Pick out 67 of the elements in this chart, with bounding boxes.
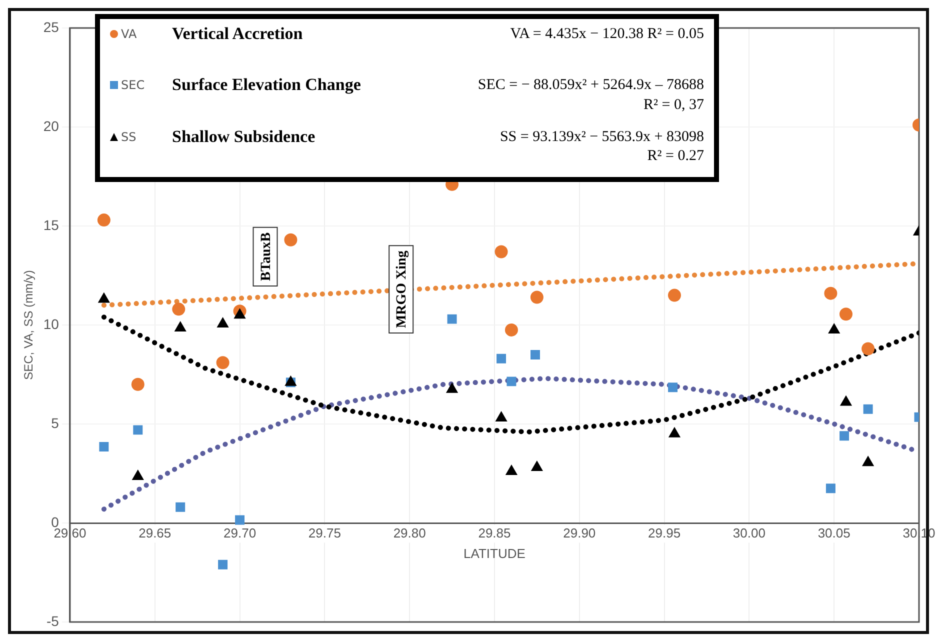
point xyxy=(131,378,144,391)
point xyxy=(284,233,298,246)
point xyxy=(506,376,516,386)
annotation: SEC = − 88.059x² + 5264.9x – 78688 R² = 0, 37 xyxy=(476,76,704,115)
point xyxy=(216,356,230,370)
annotation: BTauxB xyxy=(258,232,274,281)
x-tick-label: 29.90 xyxy=(563,525,596,540)
point xyxy=(99,442,109,452)
x-tick-label: 29.95 xyxy=(648,525,681,540)
legend-label: VA xyxy=(120,26,138,41)
point xyxy=(504,323,518,336)
point xyxy=(132,470,144,480)
point xyxy=(217,318,228,328)
point xyxy=(668,427,680,438)
y-tick-label: 10 xyxy=(43,316,60,332)
point xyxy=(176,502,186,512)
legend-label: SS xyxy=(120,128,138,144)
x-tick-label: 29.70 xyxy=(224,525,256,540)
y-tick-label: 0 xyxy=(51,514,60,530)
point xyxy=(530,290,544,304)
point xyxy=(133,425,143,435)
x-tick-label: 29.85 xyxy=(478,525,511,540)
point xyxy=(668,382,678,392)
point xyxy=(826,484,836,494)
annotation: Vertical Accretion xyxy=(172,23,304,44)
point xyxy=(174,321,186,332)
point xyxy=(840,396,852,406)
point xyxy=(828,323,840,334)
point xyxy=(840,431,850,441)
point xyxy=(862,342,875,356)
point xyxy=(218,560,228,570)
point xyxy=(447,314,457,324)
y-tick-label: 15 xyxy=(43,216,60,233)
point xyxy=(862,456,874,466)
point xyxy=(446,382,458,393)
legend-label: SEC xyxy=(120,77,146,92)
x-axis-title: LATITUDE xyxy=(464,546,526,561)
y-tick-label: -5 xyxy=(46,612,60,629)
y-tick-label: 5 xyxy=(51,414,60,431)
point xyxy=(97,214,110,227)
point xyxy=(668,288,681,302)
point xyxy=(235,515,245,525)
x-tick-label: 29.75 xyxy=(308,525,341,540)
point xyxy=(531,461,543,472)
y-tick-label: 25 xyxy=(43,18,60,35)
annotation: SS = 93.139x² − 5563.9x + 83098 R² = 0.27 xyxy=(498,128,704,166)
annotation: MRGO Xing xyxy=(394,250,410,328)
point xyxy=(530,350,540,360)
annotation: VA = 4.435x − 120.38 R² = 0.05 xyxy=(509,25,704,44)
x-tick-label: 30.00 xyxy=(732,525,766,540)
point xyxy=(496,354,506,364)
point xyxy=(98,292,110,303)
point xyxy=(506,465,518,476)
x-tick-label: 30.05 xyxy=(818,525,850,540)
point xyxy=(494,245,508,258)
y-axis-title: SEC, VA, SS (mm/y) xyxy=(22,270,36,380)
annotation: Surface Elevation Change xyxy=(172,74,362,96)
point xyxy=(496,412,507,422)
y-tick-label: 20 xyxy=(43,118,60,134)
point xyxy=(824,286,838,300)
annotation: Shallow Subsidence xyxy=(172,126,316,147)
x-tick-label: 29.65 xyxy=(138,525,172,540)
point xyxy=(234,308,246,319)
point xyxy=(172,302,186,316)
point xyxy=(839,308,852,321)
point xyxy=(863,404,873,414)
x-tick-label: 29.80 xyxy=(393,525,426,540)
